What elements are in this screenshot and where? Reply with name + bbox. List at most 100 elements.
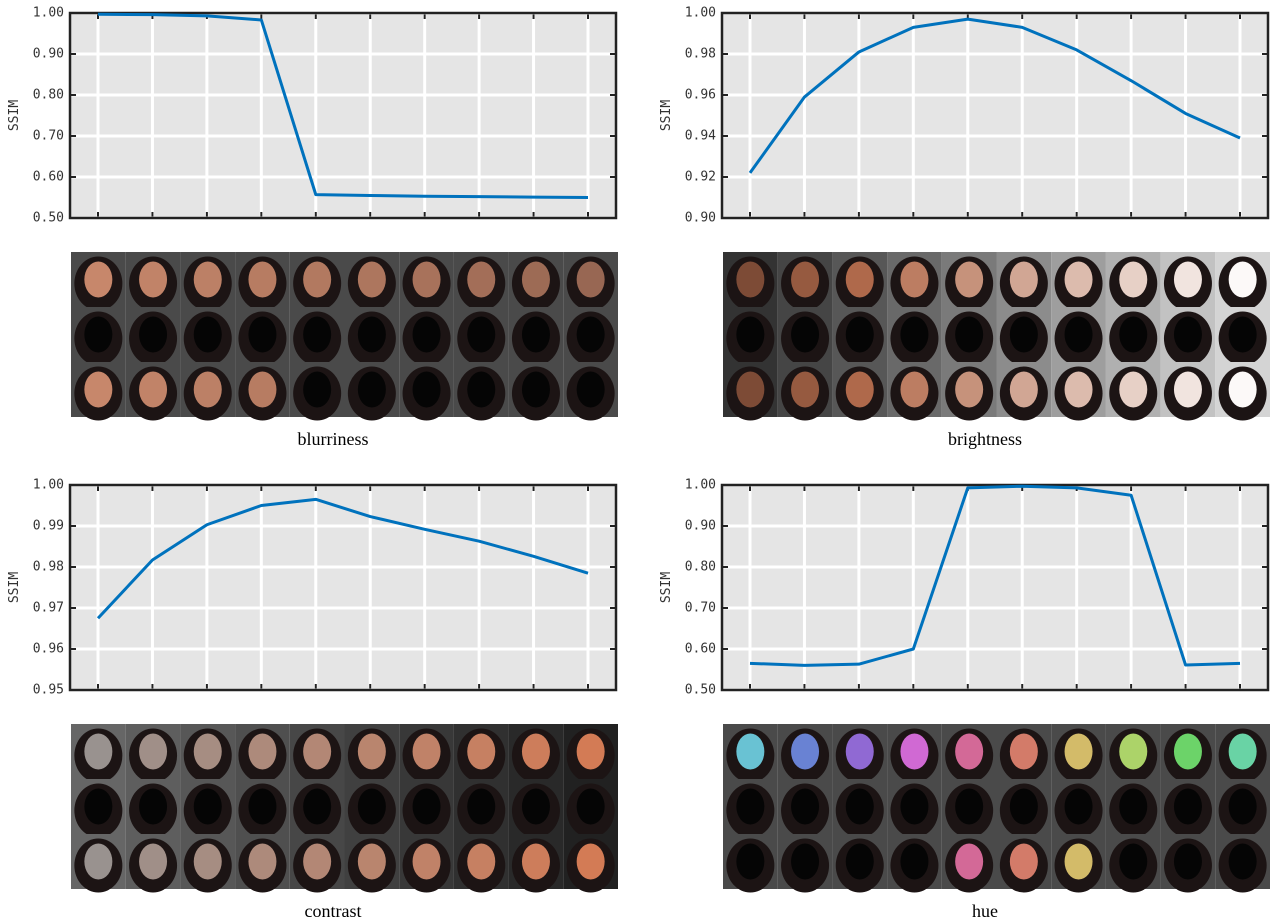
face	[577, 372, 605, 408]
caption: hue	[972, 901, 998, 921]
face	[1174, 372, 1202, 408]
face	[1229, 372, 1257, 408]
face	[358, 734, 386, 770]
face-tile	[235, 779, 290, 838]
face	[522, 844, 550, 880]
y-tick-label: 0.90	[685, 519, 716, 534]
face	[1065, 317, 1093, 353]
face-tile	[126, 307, 181, 366]
face	[139, 317, 167, 353]
face	[791, 262, 819, 298]
face	[1229, 734, 1257, 770]
face	[139, 844, 167, 880]
face-tile	[509, 779, 564, 838]
face-tile	[832, 362, 887, 421]
face-tile	[1215, 779, 1270, 838]
face	[955, 262, 983, 298]
face-tile	[1106, 834, 1161, 893]
face	[84, 844, 112, 880]
face	[1119, 734, 1147, 770]
face	[846, 372, 874, 408]
face-tile	[723, 724, 778, 783]
face-tile	[1215, 307, 1270, 366]
face-tile	[942, 307, 997, 366]
caption: blurriness	[298, 429, 369, 449]
face	[248, 372, 276, 408]
face	[900, 262, 928, 298]
y-tick-label: 0.94	[685, 129, 716, 144]
face-tile	[454, 779, 509, 838]
face-tile	[509, 834, 564, 893]
face-tile	[942, 834, 997, 893]
caption: brightness	[948, 429, 1022, 449]
face-tile	[399, 834, 454, 893]
face	[955, 789, 983, 825]
face-tile	[235, 362, 290, 421]
face	[736, 262, 764, 298]
face	[846, 262, 874, 298]
face	[736, 317, 764, 353]
y-tick-label: 0.60	[33, 170, 64, 185]
y-axis-label: SSIM	[7, 572, 22, 603]
face-tile	[887, 252, 942, 311]
face	[1119, 317, 1147, 353]
face-tile	[778, 252, 833, 311]
face	[139, 789, 167, 825]
face	[303, 372, 331, 408]
face	[84, 734, 112, 770]
face-tile	[1161, 252, 1216, 311]
face	[194, 317, 222, 353]
y-tick-label: 1.00	[33, 6, 64, 21]
y-tick-label: 0.98	[33, 560, 64, 575]
face	[413, 317, 441, 353]
face	[248, 789, 276, 825]
face-tile	[832, 834, 887, 893]
face-tile	[290, 834, 345, 893]
face-tile	[778, 362, 833, 421]
face	[955, 844, 983, 880]
face	[1119, 789, 1147, 825]
face	[84, 262, 112, 298]
face	[577, 844, 605, 880]
face	[194, 844, 222, 880]
face	[194, 372, 222, 408]
face-tile	[563, 362, 618, 421]
face-tile	[180, 779, 235, 838]
face	[522, 789, 550, 825]
face	[1174, 317, 1202, 353]
face-tile	[454, 307, 509, 366]
face	[467, 262, 495, 298]
face	[1065, 262, 1093, 298]
face-tile	[1215, 252, 1270, 311]
face	[577, 789, 605, 825]
face-tile	[1106, 362, 1161, 421]
face-tile	[399, 779, 454, 838]
face	[736, 734, 764, 770]
face	[1119, 372, 1147, 408]
face-tile	[126, 834, 181, 893]
face-tile	[345, 724, 400, 783]
face	[846, 734, 874, 770]
face	[303, 262, 331, 298]
face	[358, 317, 386, 353]
face-tile	[1215, 834, 1270, 893]
face	[577, 317, 605, 353]
face	[791, 372, 819, 408]
face-tile	[563, 724, 618, 783]
face	[955, 317, 983, 353]
face	[1229, 789, 1257, 825]
y-tick-label: 0.70	[685, 601, 716, 616]
face	[248, 317, 276, 353]
face-tile	[1051, 252, 1106, 311]
face-tile	[345, 834, 400, 893]
face-tile	[71, 834, 126, 893]
face	[358, 789, 386, 825]
face-tile	[180, 307, 235, 366]
face	[194, 734, 222, 770]
face-tile	[290, 724, 345, 783]
face	[1229, 317, 1257, 353]
y-tick-label: 0.60	[685, 642, 716, 657]
face	[900, 372, 928, 408]
face-tile	[887, 724, 942, 783]
face	[84, 317, 112, 353]
